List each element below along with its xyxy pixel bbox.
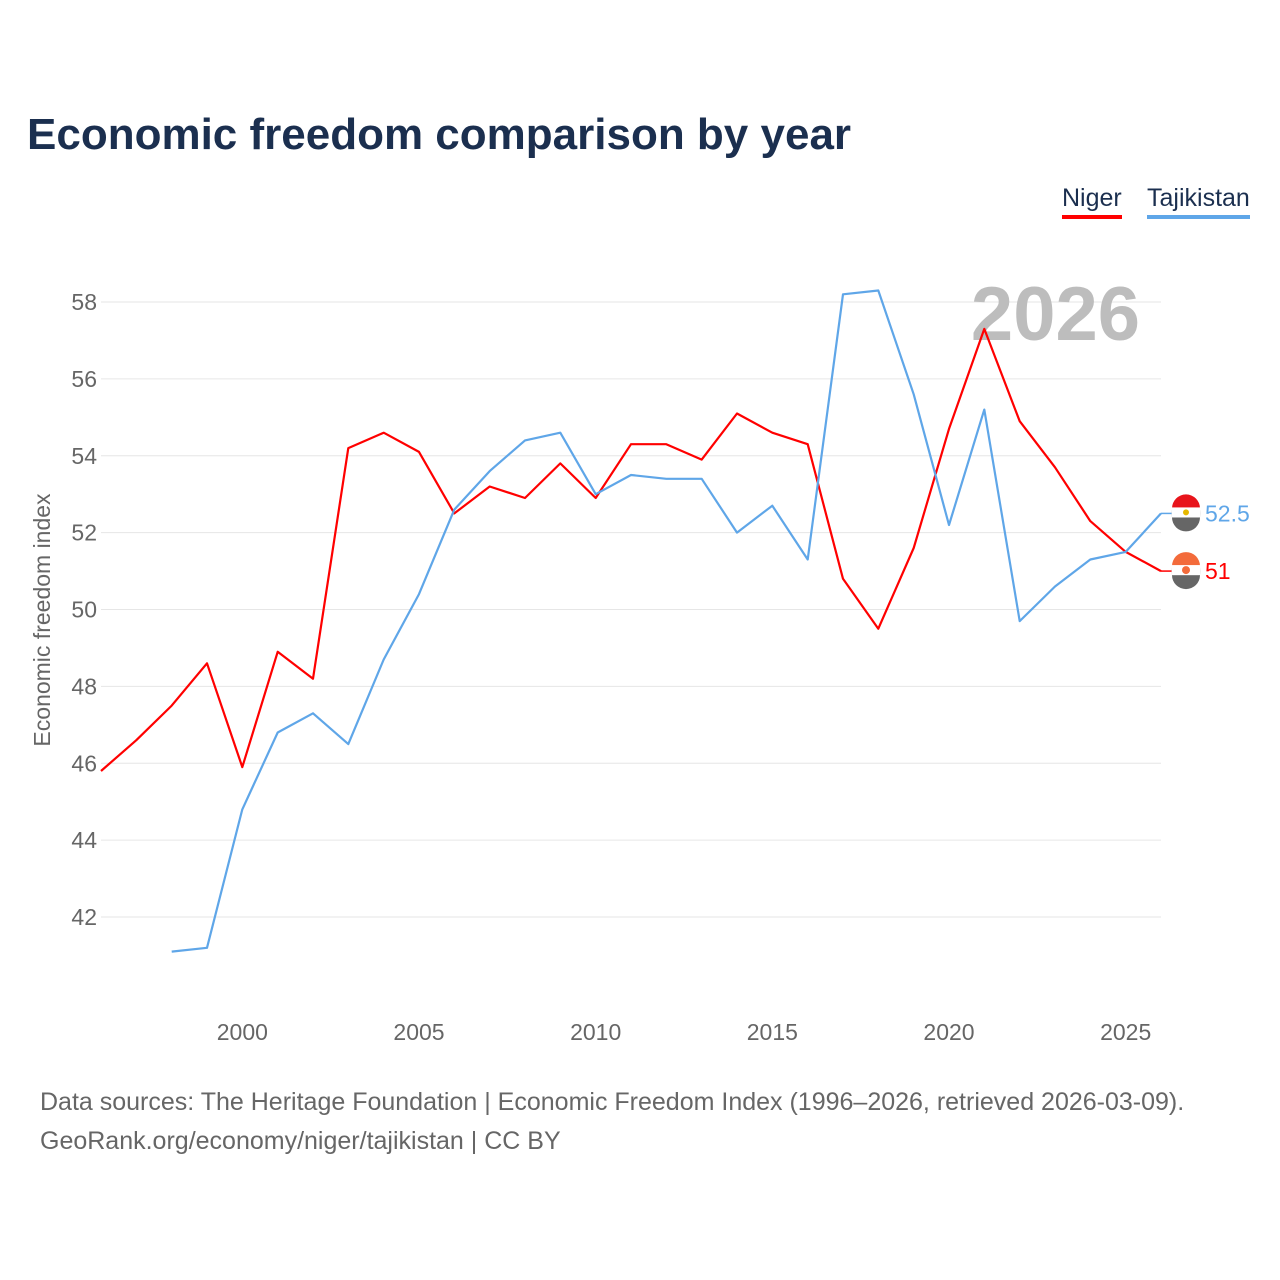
x-tick-label: 2015 <box>747 1019 798 1045</box>
flag-top-stripe <box>1172 494 1200 509</box>
x-tick-label: 2010 <box>570 1019 621 1045</box>
y-tick-label: 42 <box>71 904 97 930</box>
source-text: Data sources: The Heritage Foundation | … <box>40 1088 1185 1116</box>
source-url[interactable]: GeoRank.org/economy/niger/tajikistan | C… <box>40 1127 561 1155</box>
y-tick-label: 48 <box>71 673 97 699</box>
y-tick-label: 58 <box>71 289 97 315</box>
x-tick-label: 2025 <box>1100 1019 1151 1045</box>
end-value-label: 52.5 <box>1205 500 1250 526</box>
y-tick-label: 46 <box>71 750 97 776</box>
y-tick-label: 54 <box>71 443 97 469</box>
series-line-tajikistan <box>171 289 1162 953</box>
y-axis-label: Economic freedom index <box>29 493 55 747</box>
x-tick-label: 2020 <box>923 1019 974 1045</box>
y-tick-label: 56 <box>71 366 97 392</box>
flag-top-stripe <box>1172 552 1200 567</box>
legend-niger[interactable]: Niger <box>1062 184 1122 219</box>
flag-emblem <box>1182 566 1190 575</box>
flag-bottom-stripe <box>1172 517 1200 532</box>
y-tick-label: 52 <box>71 520 97 546</box>
chart-title: Economic freedom comparison by year <box>27 110 852 159</box>
legend-tajikistan[interactable]: Tajikistan <box>1147 184 1250 219</box>
year-watermark: 2026 <box>971 272 1140 357</box>
series-line-niger <box>100 327 1162 772</box>
y-tick-label: 50 <box>71 597 97 623</box>
flag-emblem <box>1183 509 1189 516</box>
end-value-label: 51 <box>1205 558 1231 584</box>
x-tick-label: 2000 <box>217 1019 268 1045</box>
x-tick-label: 2005 <box>393 1019 444 1045</box>
flag-bottom-stripe <box>1172 575 1200 590</box>
y-tick-label: 44 <box>71 827 97 853</box>
